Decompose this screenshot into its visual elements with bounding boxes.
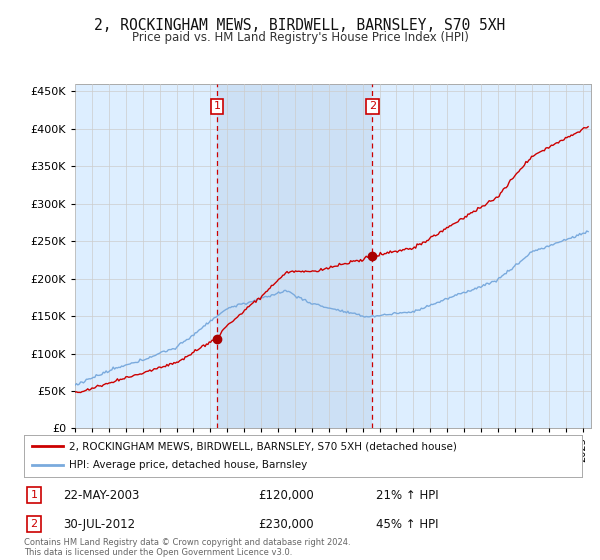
Text: 2: 2 bbox=[31, 519, 38, 529]
Text: £120,000: £120,000 bbox=[259, 488, 314, 502]
Text: 30-JUL-2012: 30-JUL-2012 bbox=[63, 517, 135, 531]
Bar bbox=[217, 84, 373, 428]
Text: 2: 2 bbox=[369, 101, 376, 111]
Text: Contains HM Land Registry data © Crown copyright and database right 2024.
This d: Contains HM Land Registry data © Crown c… bbox=[24, 538, 350, 557]
Text: 21% ↑ HPI: 21% ↑ HPI bbox=[376, 488, 438, 502]
Text: 22-MAY-2003: 22-MAY-2003 bbox=[63, 488, 139, 502]
Text: Price paid vs. HM Land Registry's House Price Index (HPI): Price paid vs. HM Land Registry's House … bbox=[131, 31, 469, 44]
Text: HPI: Average price, detached house, Barnsley: HPI: Average price, detached house, Barn… bbox=[68, 460, 307, 470]
Text: 45% ↑ HPI: 45% ↑ HPI bbox=[376, 517, 438, 531]
Text: 2, ROCKINGHAM MEWS, BIRDWELL, BARNSLEY, S70 5XH: 2, ROCKINGHAM MEWS, BIRDWELL, BARNSLEY, … bbox=[94, 18, 506, 33]
Text: 2, ROCKINGHAM MEWS, BIRDWELL, BARNSLEY, S70 5XH (detached house): 2, ROCKINGHAM MEWS, BIRDWELL, BARNSLEY, … bbox=[68, 441, 457, 451]
Text: £230,000: £230,000 bbox=[259, 517, 314, 531]
Text: 1: 1 bbox=[31, 490, 38, 500]
Text: 1: 1 bbox=[214, 101, 220, 111]
